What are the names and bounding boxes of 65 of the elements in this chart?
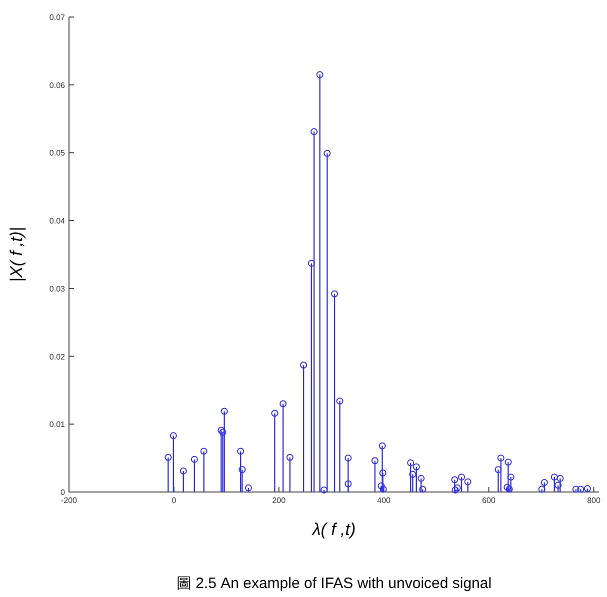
point	[286, 454, 294, 461]
point	[316, 71, 324, 78]
point	[237, 448, 244, 455]
point	[572, 486, 580, 493]
x-tick-label: 200	[272, 496, 286, 505]
y-tick-label: 0.06	[49, 80, 66, 90]
point	[190, 456, 198, 463]
y-axis-title: |X( f ,t)|	[7, 226, 26, 282]
point	[497, 454, 504, 462]
point	[464, 478, 472, 486]
y-tick-label: 0.02	[49, 352, 66, 362]
point	[324, 150, 331, 157]
x-tick-label: 800	[587, 496, 601, 505]
point	[458, 474, 466, 481]
point	[170, 432, 177, 440]
point	[164, 454, 172, 461]
point	[180, 467, 187, 474]
x-axis-title: λ( f ,t)	[311, 520, 356, 539]
point	[556, 474, 564, 482]
x-tick-label: 0	[172, 496, 177, 505]
point	[378, 482, 385, 490]
point	[344, 480, 352, 488]
y-tick-label: 0	[60, 488, 66, 497]
point	[271, 410, 278, 417]
point	[219, 428, 226, 436]
point	[244, 484, 252, 492]
point	[336, 398, 344, 405]
point	[538, 486, 546, 493]
point	[220, 408, 228, 415]
point	[554, 482, 562, 489]
point	[378, 442, 386, 450]
point	[584, 485, 591, 492]
point	[412, 463, 420, 470]
y-tick-label: 0.05	[49, 148, 66, 158]
x-tick-label: 400	[377, 496, 392, 505]
x-tick-label: 600	[482, 496, 496, 505]
point	[409, 470, 416, 478]
point	[407, 459, 414, 466]
point	[451, 476, 458, 484]
y-tick-label: 0.07	[49, 13, 66, 22]
point	[504, 458, 512, 466]
y-tick-label: 0.01	[49, 420, 66, 430]
y-tick-label: 0.04	[49, 216, 66, 226]
point	[331, 290, 338, 298]
y-tick-label: 0.03	[49, 284, 66, 294]
caption: 圖 2.5 An example of IFAS with unvoiced signal	[176, 575, 492, 592]
point	[550, 474, 558, 481]
point	[320, 486, 328, 494]
point	[379, 470, 386, 476]
point	[344, 454, 352, 462]
x-tick-label: -200	[60, 496, 78, 505]
point	[310, 128, 318, 136]
point	[419, 486, 426, 493]
point	[540, 479, 548, 486]
point	[507, 474, 514, 481]
point	[494, 466, 502, 474]
point	[238, 466, 246, 474]
point	[300, 362, 308, 369]
point	[308, 260, 315, 267]
point	[418, 474, 425, 482]
point	[577, 486, 584, 493]
point	[218, 426, 225, 434]
point	[371, 457, 378, 464]
point	[200, 448, 208, 455]
point	[280, 400, 287, 408]
